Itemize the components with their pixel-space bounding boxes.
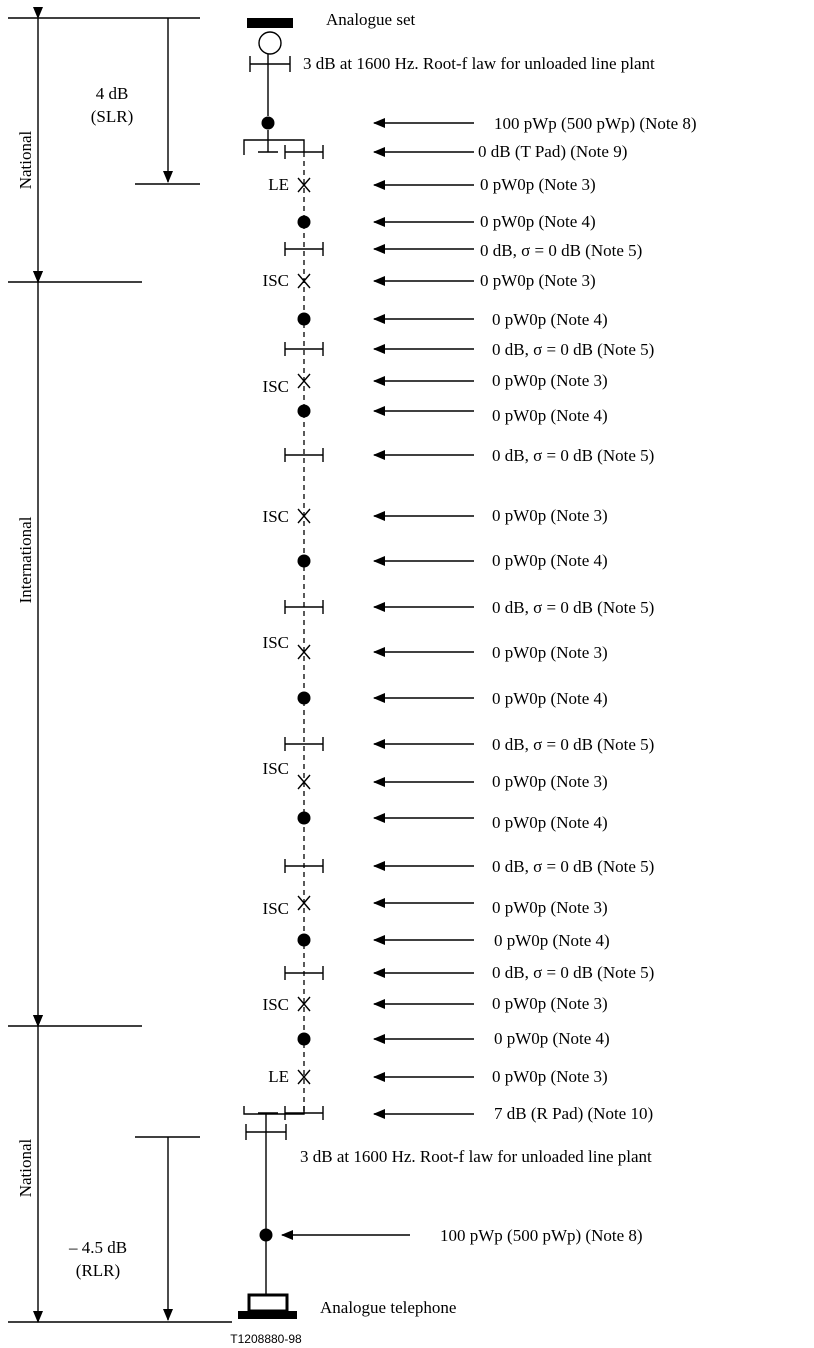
- transmission-link-node: [297, 554, 311, 568]
- switch-noise-note: 0 pW0p (Note 3): [492, 506, 608, 525]
- chain-annotations: LE 0 pW0p (Note 3) 0 pW0p (Note 4) 0 dB,…: [263, 175, 655, 1086]
- isc-label: ISC: [263, 759, 289, 778]
- exchange-switch-icon: [297, 373, 311, 389]
- segment-label-national-bottom: National: [16, 1138, 35, 1197]
- le-label: LE: [268, 1067, 289, 1086]
- transmission-link-node: [297, 404, 311, 418]
- link-loss-note: 0 dB, σ = 0 dB (Note 5): [492, 446, 654, 465]
- transmission-link-node: [297, 933, 311, 947]
- segment-dimensions: [8, 7, 232, 1323]
- link-loss-note: 0 dB, σ = 0 dB (Note 5): [492, 340, 654, 359]
- top-noise-note: 100 pWp (500 pWp) (Note 8): [494, 114, 697, 133]
- link-loss-note: 0 dB, σ = 0 dB (Note 5): [480, 241, 642, 260]
- exchange-switch-icon: [297, 996, 311, 1012]
- send-loudness-dimension: [135, 18, 200, 185]
- attenuation-pad-symbol: [284, 859, 324, 873]
- link-noise-note: 0 pW0p (Note 4): [492, 551, 608, 570]
- connection-chain: [284, 145, 324, 1120]
- isc-label: ISC: [263, 507, 289, 526]
- receive-loudness-abbr: (RLR): [76, 1261, 120, 1280]
- attenuation-pad-symbol: [284, 145, 324, 159]
- link-noise-note: 0 pW0p (Note 4): [492, 406, 608, 425]
- link-noise-note: 0 pW0p (Note 4): [494, 1029, 610, 1048]
- analogue-set-icon: [247, 18, 293, 55]
- le-label: LE: [268, 175, 289, 194]
- r-pad-note: 7 dB (R Pad) (Note 10): [494, 1104, 653, 1123]
- attenuation-pad-symbol: [284, 242, 324, 256]
- exchange-switch-icon: [297, 644, 311, 660]
- transmission-link-node: [297, 811, 311, 825]
- top-line-note: 3 dB at 1600 Hz. Root-f law for unloaded…: [303, 54, 655, 73]
- link-noise-note: 0 pW0p (Note 4): [492, 310, 608, 329]
- t-pad-note: 0 dB (T Pad) (Note 9): [478, 142, 627, 161]
- analogue-telephone-label: Analogue telephone: [320, 1298, 456, 1317]
- transmission-link-node: [297, 1032, 311, 1046]
- switch-noise-note: 0 pW0p (Note 3): [492, 898, 608, 917]
- attenuation-pad-symbol: [284, 600, 324, 614]
- switch-noise-note: 0 pW0p (Note 3): [492, 371, 608, 390]
- switch-noise-note: 0 pW0p (Note 3): [480, 175, 596, 194]
- link-noise-note: 0 pW0p (Note 4): [492, 813, 608, 832]
- switch-noise-note: 0 pW0p (Note 3): [492, 994, 608, 1013]
- figure-id: T1208880-98: [230, 1332, 302, 1346]
- exchange-switch-icon: [297, 1069, 311, 1085]
- attenuation-pad-symbol: [284, 342, 324, 356]
- exchange-switch-icon: [297, 774, 311, 790]
- analogue-telephone-icon: [238, 1293, 297, 1319]
- link-noise-note: 0 pW0p (Note 4): [492, 689, 608, 708]
- bottom-line-note: 3 dB at 1600 Hz. Root-f law for unloaded…: [300, 1147, 652, 1166]
- link-loss-note: 0 dB, σ = 0 dB (Note 5): [492, 963, 654, 982]
- transmission-link-node: [297, 691, 311, 705]
- bottom-noise-note: 100 pWp (500 pWp) (Note 8): [440, 1226, 643, 1245]
- attenuation-pad-symbol: [284, 448, 324, 462]
- segment-label-international: International: [16, 516, 35, 603]
- exchange-switch-icon: [297, 273, 311, 289]
- annotation-arrows: [373, 180, 474, 1082]
- receive-loudness-dimension: [135, 1136, 200, 1321]
- analogue-set-label: Analogue set: [326, 10, 416, 29]
- annotation-arrows-special: [281, 118, 474, 1240]
- isc-label: ISC: [263, 899, 289, 918]
- exchange-switch-icon: [297, 895, 311, 911]
- transmission-link-node: [297, 215, 311, 229]
- exchange-switch-icon: [297, 508, 311, 524]
- isc-label: ISC: [263, 271, 289, 290]
- subscriber-line-bottom: [243, 1106, 305, 1296]
- switch-noise-note: 0 pW0p (Note 3): [492, 772, 608, 791]
- isc-label: ISC: [263, 995, 289, 1014]
- isc-label: ISC: [263, 377, 289, 396]
- segment-label-national-top: National: [16, 130, 35, 189]
- transmission-link-node: [297, 312, 311, 326]
- send-loudness-value: 4 dB: [96, 84, 129, 103]
- link-loss-note: 0 dB, σ = 0 dB (Note 5): [492, 598, 654, 617]
- switch-noise-note: 0 pW0p (Note 3): [492, 643, 608, 662]
- switch-noise-note: 0 pW0p (Note 3): [480, 271, 596, 290]
- isc-label: ISC: [263, 633, 289, 652]
- send-loudness-abbr: (SLR): [91, 107, 134, 126]
- link-loss-note: 0 dB, σ = 0 dB (Note 5): [492, 735, 654, 754]
- receive-loudness-value: – 4.5 dB: [68, 1238, 127, 1257]
- link-noise-note: 0 pW0p (Note 4): [494, 931, 610, 950]
- exchange-switch-icon: [297, 177, 311, 193]
- attenuation-pad-symbol: [284, 737, 324, 751]
- link-noise-note: 0 pW0p (Note 4): [480, 212, 596, 231]
- attenuation-pad-symbol: [284, 1106, 324, 1120]
- switch-noise-note: 0 pW0p (Note 3): [492, 1067, 608, 1086]
- link-loss-note: 0 dB, σ = 0 dB (Note 5): [492, 857, 654, 876]
- subscriber-line-top: [243, 54, 305, 155]
- attenuation-pad-symbol: [284, 966, 324, 980]
